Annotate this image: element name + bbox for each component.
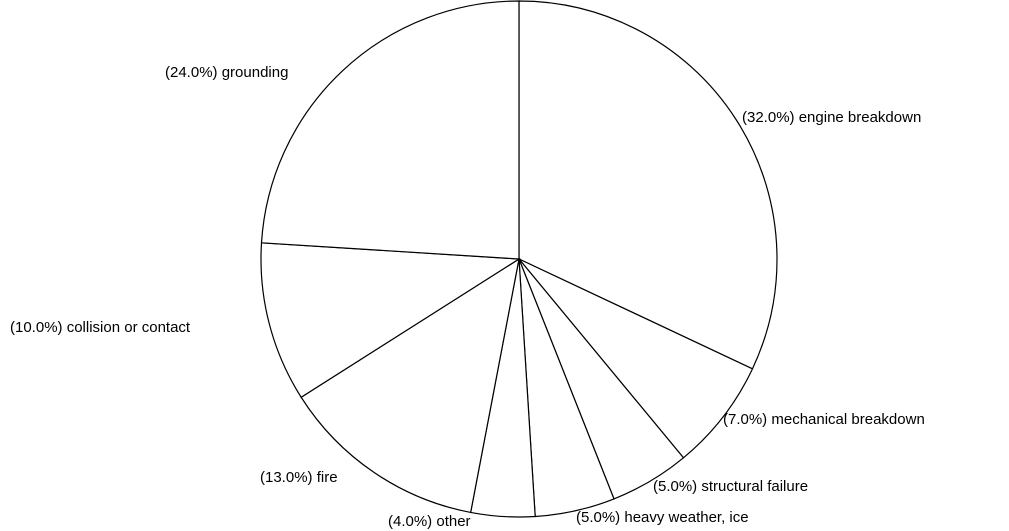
slice-value-label: (32.0%) <box>742 109 795 126</box>
pie-slice <box>260 242 521 399</box>
slice-value-label: (5.0%) <box>653 478 697 495</box>
slice-label: (5.0%) heavy weather, ice <box>576 509 749 526</box>
slice-category-label: structural failure <box>701 478 808 495</box>
slice-category-label: collision or contact <box>67 319 191 336</box>
slice-label: (7.0%) mechanical breakdown <box>723 411 925 428</box>
slice-value-label: (4.0%) <box>388 513 432 530</box>
slice-category-label: grounding <box>222 64 289 81</box>
slice-category-label: engine breakdown <box>799 109 922 126</box>
pie-slice <box>518 258 754 459</box>
slice-value-label: (10.0%) <box>10 319 63 336</box>
slice-value-label: (5.0%) <box>576 509 620 526</box>
slice-category-label: heavy weather, ice <box>624 509 748 526</box>
slice-label: (32.0%) engine breakdown <box>742 109 921 126</box>
slice-category-label: other <box>436 513 470 530</box>
slice-value-label: (24.0%) <box>165 64 218 81</box>
slice-category-label: fire <box>317 469 338 486</box>
slice-label: (4.0%) other <box>388 513 471 530</box>
pie-slice <box>300 257 520 514</box>
pie-slice <box>260 0 520 260</box>
slice-label: (24.0%) grounding <box>165 64 288 81</box>
slice-category-label: mechanical breakdown <box>771 411 924 428</box>
slice-label: (10.0%) collision or contact <box>10 319 191 336</box>
slice-value-label: (7.0%) <box>723 411 767 428</box>
slice-label: (5.0%) structural failure <box>653 478 808 495</box>
slice-value-label: (13.0%) <box>260 469 313 486</box>
pie-slice <box>518 0 778 370</box>
slice-label: (13.0%) fire <box>260 469 338 486</box>
